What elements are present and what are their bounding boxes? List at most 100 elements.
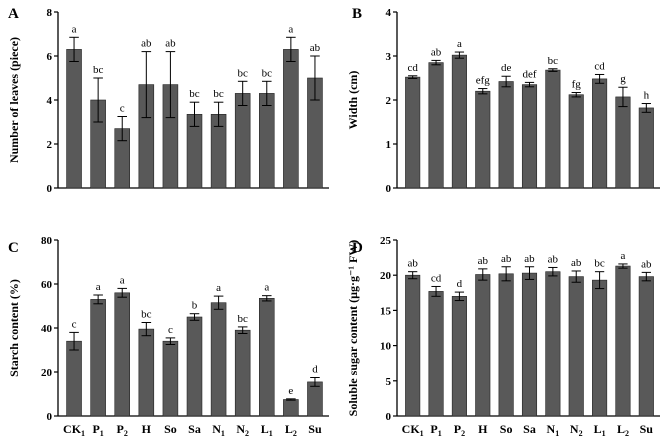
- bar-l2: [615, 265, 631, 417]
- bar-l1: [259, 93, 275, 189]
- significance-letter: de: [501, 62, 512, 74]
- x-tick-label: L2: [617, 422, 629, 438]
- x-tick-label: H: [142, 422, 152, 436]
- significance-letter: d: [312, 364, 318, 376]
- x-tick-label: N1: [212, 422, 225, 438]
- significance-letter: bc: [237, 67, 248, 79]
- bar-n1: [210, 302, 227, 417]
- significance-letter: a: [72, 23, 77, 35]
- bar-so: [498, 81, 514, 189]
- bar-p2: [451, 54, 467, 189]
- x-tick-label: N2: [236, 422, 249, 438]
- bar-sa: [521, 272, 538, 417]
- bar-ck1: [66, 340, 82, 417]
- x-tick-label: CK1: [402, 422, 424, 438]
- bar-n2: [568, 94, 584, 189]
- x-tick-label: L1: [261, 422, 273, 438]
- y-tick-label: 0: [47, 411, 53, 423]
- x-tick-label: P2: [117, 422, 128, 438]
- y-axis-label: Width (cm): [346, 71, 360, 130]
- panel-d: D 0 5 10 15 20 25 Soluble sugar content (µg·g⁻¹…: [346, 235, 660, 438]
- x-tick-label: L1: [594, 422, 606, 438]
- x-tick-label: N1: [547, 422, 560, 438]
- significance-letter: b: [192, 300, 198, 312]
- bar-p2: [451, 296, 467, 417]
- panel-letter: C: [8, 240, 19, 256]
- significance-letter: ab: [571, 257, 582, 269]
- bar-su: [307, 381, 323, 417]
- bar-so: [162, 340, 179, 417]
- bar-sa: [186, 316, 203, 417]
- x-tick-label: N2: [570, 422, 583, 438]
- bar-h: [475, 90, 491, 189]
- significance-letter: fg: [572, 79, 582, 91]
- y-tick-label: 20: [380, 270, 392, 282]
- significance-letter: ab: [501, 253, 512, 265]
- bar-h: [138, 328, 155, 417]
- bar-p1: [428, 291, 444, 417]
- bar-p1: [428, 62, 444, 189]
- bar-n2: [234, 93, 251, 189]
- y-tick-label: 8: [47, 7, 53, 19]
- bar-so: [498, 273, 514, 417]
- significance-letter: h: [644, 90, 650, 102]
- panel-a: A 0 2 4 6 8 Number of leaves (piece) a bc c ab ab bc…: [7, 6, 329, 195]
- y-tick-label: 20: [41, 367, 53, 379]
- y-tick-label: 60: [41, 279, 53, 291]
- significance-letter: cd: [431, 272, 442, 284]
- significance-letter: efg: [476, 75, 491, 87]
- significance-letter: ab: [548, 253, 559, 265]
- significance-letter: ab: [310, 42, 321, 54]
- bar-l2: [615, 96, 631, 189]
- x-tick-label: Su: [308, 422, 322, 436]
- significance-letter: a: [264, 282, 269, 294]
- panel-letter: D: [352, 240, 363, 256]
- significance-letter: e: [288, 385, 293, 397]
- significance-letter: bc: [262, 67, 273, 79]
- bar-l1: [592, 78, 608, 189]
- y-tick-label: 0: [386, 183, 392, 195]
- significance-letter: c: [72, 318, 77, 330]
- x-tick-label: P2: [454, 422, 465, 438]
- y-tick-label: 1: [386, 139, 392, 151]
- y-tick-label: 15: [380, 305, 392, 317]
- x-tick-label: P1: [430, 422, 441, 438]
- significance-letter: cd: [594, 60, 605, 72]
- y-tick-label: 25: [380, 235, 392, 247]
- y-tick-label: 0: [386, 411, 392, 423]
- significance-letter: bc: [548, 55, 559, 67]
- y-tick-label: 2: [386, 95, 392, 107]
- bar-ck1: [405, 76, 421, 189]
- y-tick-label: 10: [380, 341, 392, 353]
- significance-letter: a: [120, 274, 125, 286]
- panel-letter: B: [352, 6, 362, 22]
- significance-letter: ab: [478, 255, 489, 267]
- x-tick-label: L2: [285, 422, 297, 438]
- x-tick-label: Sa: [188, 422, 201, 436]
- bar-su: [638, 107, 654, 189]
- significance-letter: ab: [407, 258, 418, 270]
- significance-letter: ab: [524, 253, 535, 265]
- bar-n1: [545, 69, 561, 189]
- bar-n2: [568, 276, 584, 417]
- y-tick-label: 4: [47, 95, 53, 107]
- y-tick-label: 40: [41, 323, 53, 335]
- x-tick-label: So: [500, 422, 513, 436]
- bar-ck1: [405, 274, 421, 417]
- y-tick-label: 2: [47, 139, 53, 151]
- panel-letter: A: [8, 6, 19, 22]
- y-tick-label: 80: [41, 235, 53, 247]
- bar-h: [475, 274, 491, 417]
- y-tick-label: 4: [386, 7, 392, 19]
- significance-letter: c: [120, 103, 125, 115]
- bar-l1: [259, 297, 275, 417]
- significance-letter: g: [620, 73, 626, 85]
- bar-ck1: [66, 49, 82, 189]
- significance-letter: bc: [594, 258, 605, 270]
- y-axis-label: Starch content (%): [7, 279, 21, 377]
- x-tick-label: Sa: [523, 422, 536, 436]
- bar-p2: [114, 292, 130, 417]
- significance-letter: ab: [431, 46, 442, 58]
